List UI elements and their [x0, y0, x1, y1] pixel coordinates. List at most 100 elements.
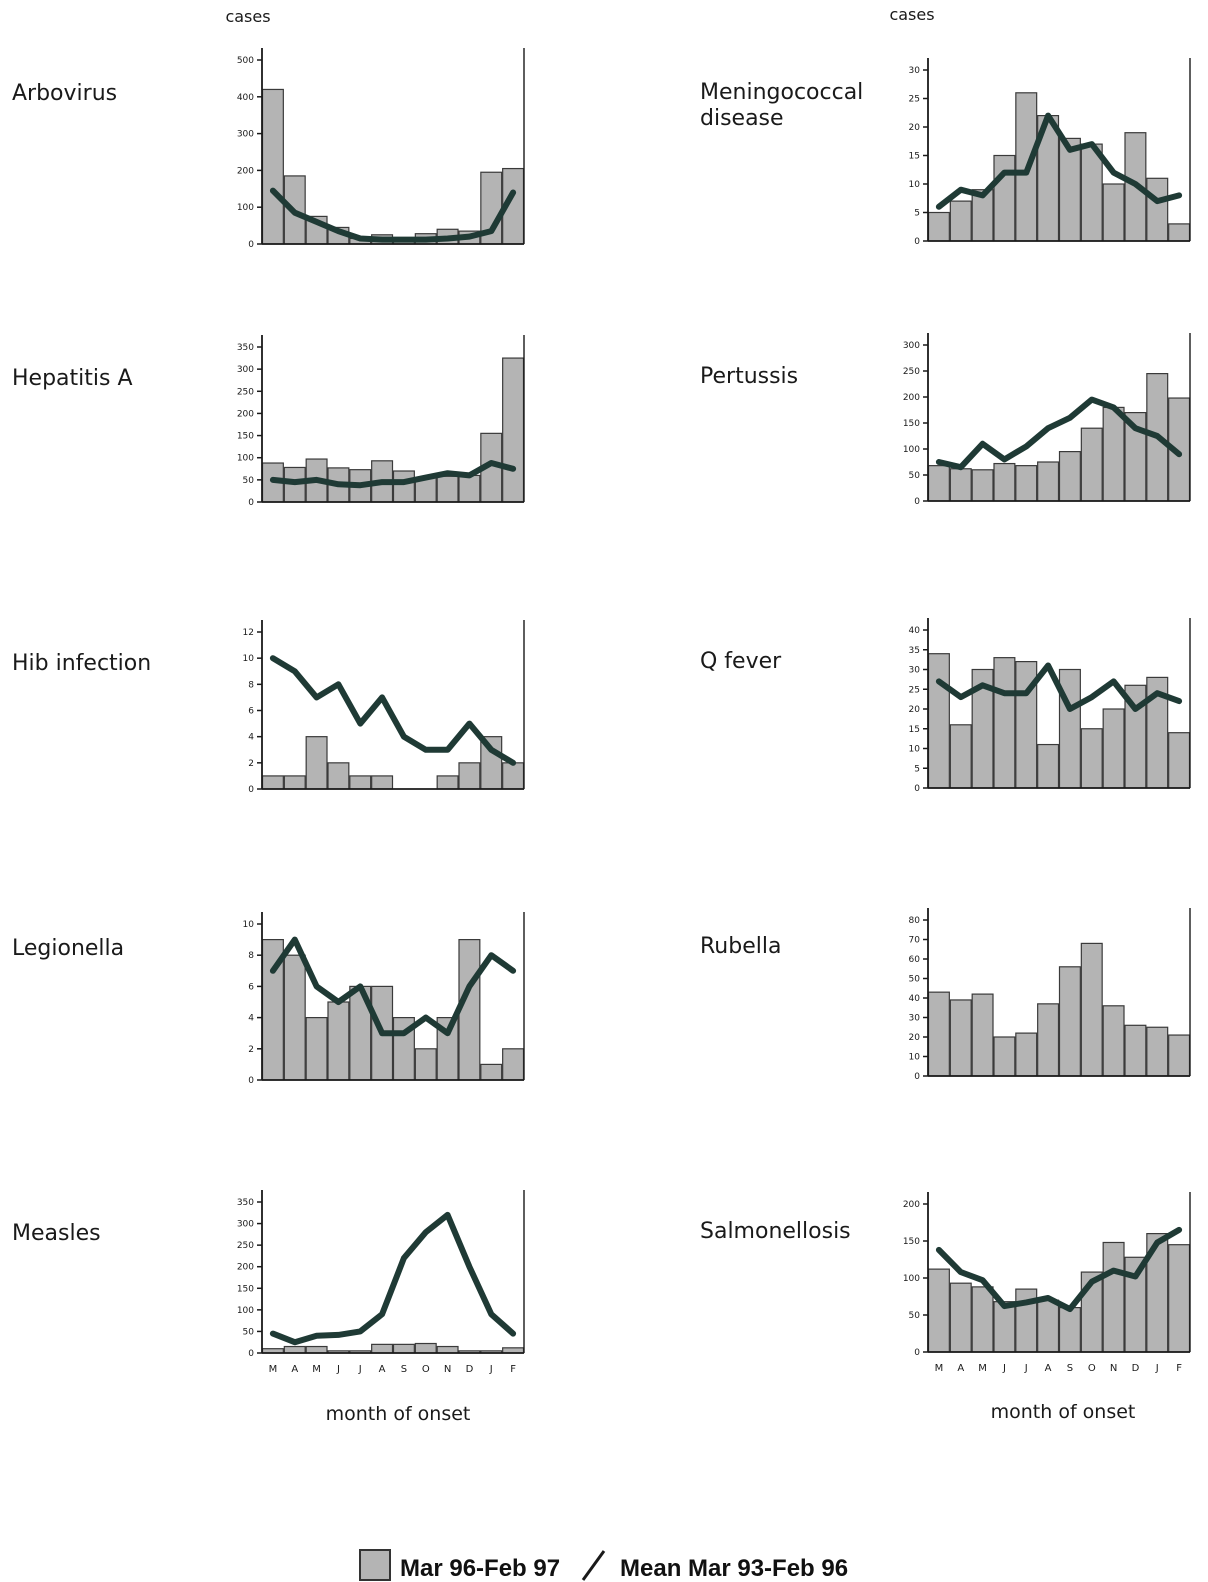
y-tick-label: 50 — [909, 471, 921, 481]
bar — [305, 736, 328, 790]
y-tick-label: 30 — [909, 1014, 921, 1024]
y-tick-label: 10 — [243, 920, 255, 930]
y-tick-label: 250 — [237, 387, 254, 397]
bar — [1080, 143, 1103, 242]
bar — [305, 1016, 328, 1081]
bar — [1058, 966, 1081, 1077]
y-tick-label: 250 — [237, 1241, 254, 1251]
bar — [927, 653, 950, 789]
bar — [283, 1345, 306, 1354]
bar — [949, 468, 972, 502]
y-tick-label: 350 — [237, 343, 254, 353]
chart-2: Hepatitis A 0 50 100 150 200 250 300 350 — [12, 335, 525, 508]
y-tick-label: 35 — [909, 646, 920, 656]
y-tick-label: 10 — [909, 1053, 921, 1063]
y-tick-label: 100 — [903, 1274, 920, 1284]
chart-title-line: Pertussis — [700, 364, 798, 389]
y-tick-label: 4 — [248, 733, 254, 743]
x-tick-label: J — [1155, 1363, 1159, 1374]
bar — [993, 154, 1016, 242]
y-tick-label: 100 — [237, 1306, 254, 1316]
bar — [305, 1345, 328, 1354]
y-tick-label: 10 — [243, 654, 255, 664]
bar — [436, 775, 459, 790]
x-tick-label: A — [1045, 1363, 1052, 1374]
y-tick-label: 8 — [248, 951, 254, 961]
bar — [1037, 743, 1060, 789]
bar — [1168, 223, 1191, 242]
bar — [1168, 1034, 1191, 1077]
bar — [283, 775, 306, 790]
bar — [927, 1268, 950, 1353]
x-axis-title-left: month of onset — [326, 1403, 471, 1425]
y-tick-label: 70 — [909, 936, 921, 946]
bar — [971, 469, 994, 502]
bar — [949, 724, 972, 789]
x-tick-label: A — [291, 1364, 298, 1375]
y-tick-label: 20 — [909, 1033, 921, 1043]
y-tick-label: 15 — [909, 725, 920, 735]
bar — [502, 357, 525, 503]
legend-bars-label: Mar 96-Feb 97 — [400, 1555, 560, 1582]
bar — [927, 465, 950, 502]
y-tick-label: 0 — [248, 785, 254, 795]
y-tick-label: 300 — [237, 130, 254, 140]
y-tick-label: 50 — [243, 1327, 255, 1337]
bar — [1102, 183, 1125, 242]
bar — [261, 88, 284, 245]
bar — [349, 775, 372, 790]
y-tick-label: 250 — [903, 367, 920, 377]
y-tick-label: 400 — [237, 93, 254, 103]
y-tick-label: 60 — [909, 955, 921, 965]
bar — [436, 475, 459, 503]
chart-8: Measles 0 50 100 150 200 250 300 350 M A M J J A S O N D J F — [12, 1190, 525, 1375]
y-tick-label: 0 — [248, 498, 254, 508]
y-tick-label: 200 — [237, 409, 254, 419]
bar — [502, 1048, 525, 1081]
x-tick-label: A — [957, 1363, 964, 1374]
bar — [392, 1343, 415, 1354]
y-tick-label: 150 — [237, 1284, 254, 1294]
bar — [327, 762, 350, 790]
y-tick-label: 25 — [909, 685, 920, 695]
bar — [1015, 465, 1038, 502]
mean-line — [269, 655, 517, 766]
x-tick-label: J — [1002, 1363, 1006, 1374]
bar — [1102, 708, 1125, 789]
mean-line — [269, 936, 517, 1037]
bar — [1037, 1003, 1060, 1077]
chart-title-line: Legionella — [12, 936, 124, 961]
bar — [1102, 1241, 1125, 1353]
bar — [1102, 406, 1125, 502]
y-tick-label: 30 — [909, 66, 921, 76]
bar — [1080, 728, 1103, 789]
mean-line — [935, 112, 1183, 210]
x-tick-label: M — [978, 1363, 987, 1374]
bar — [949, 999, 972, 1077]
mean-line — [269, 1211, 517, 1346]
y-tick-label: 100 — [903, 445, 920, 455]
y-tick-label: 0 — [914, 1072, 920, 1082]
y-tick-label: 300 — [903, 341, 920, 351]
y-tick-label: 15 — [909, 152, 920, 162]
bar — [458, 762, 481, 790]
y-tick-label: 200 — [903, 1200, 920, 1210]
x-tick-label: S — [1067, 1363, 1073, 1374]
bar — [1058, 1306, 1081, 1353]
y-tick-label: 4 — [248, 1014, 254, 1024]
bar — [283, 954, 306, 1081]
bar — [1102, 1005, 1125, 1077]
bar — [1124, 1024, 1147, 1077]
x-tick-label: A — [379, 1364, 386, 1375]
y-tick-label: 20 — [909, 123, 921, 133]
y-tick-label: 150 — [237, 432, 254, 442]
x-tick-label: N — [444, 1364, 451, 1375]
y-tick-label: 300 — [237, 1220, 254, 1230]
bar — [927, 211, 950, 242]
chart-6: Legionella 0 2 4 6 8 10 — [12, 912, 525, 1086]
bar — [993, 1036, 1016, 1077]
bar — [1168, 1244, 1191, 1353]
chart-title-line: disease — [700, 106, 784, 131]
x-tick-label: J — [1024, 1363, 1028, 1374]
bar — [371, 1343, 394, 1354]
